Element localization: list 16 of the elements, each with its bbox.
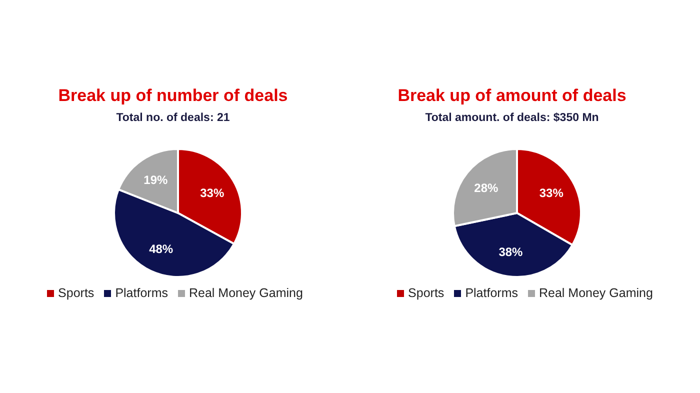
chart-title: Break up of amount of deals — [396, 86, 628, 106]
legend-label: Platforms — [114, 286, 168, 300]
chart-title: Break up of number of deals — [57, 86, 289, 106]
legend-label: Platforms — [464, 286, 518, 300]
data-label: 38% — [498, 245, 524, 260]
chart-subtitle: Total amount. of deals: $350 Mn — [424, 112, 600, 124]
data-label: 33% — [200, 186, 224, 200]
legend-label: Real Money Gaming — [188, 286, 303, 300]
legend-label: Sports — [57, 286, 94, 300]
legend-label: Sports — [407, 286, 444, 300]
data-label: 19% — [144, 173, 168, 188]
chart-subtitle: Total no. of deals: 21 — [115, 112, 231, 124]
legend-label: Real Money Gaming — [538, 286, 653, 300]
data-label: 28% — [474, 180, 499, 195]
data-label: 48% — [149, 242, 174, 256]
data-label: 33% — [539, 186, 564, 200]
